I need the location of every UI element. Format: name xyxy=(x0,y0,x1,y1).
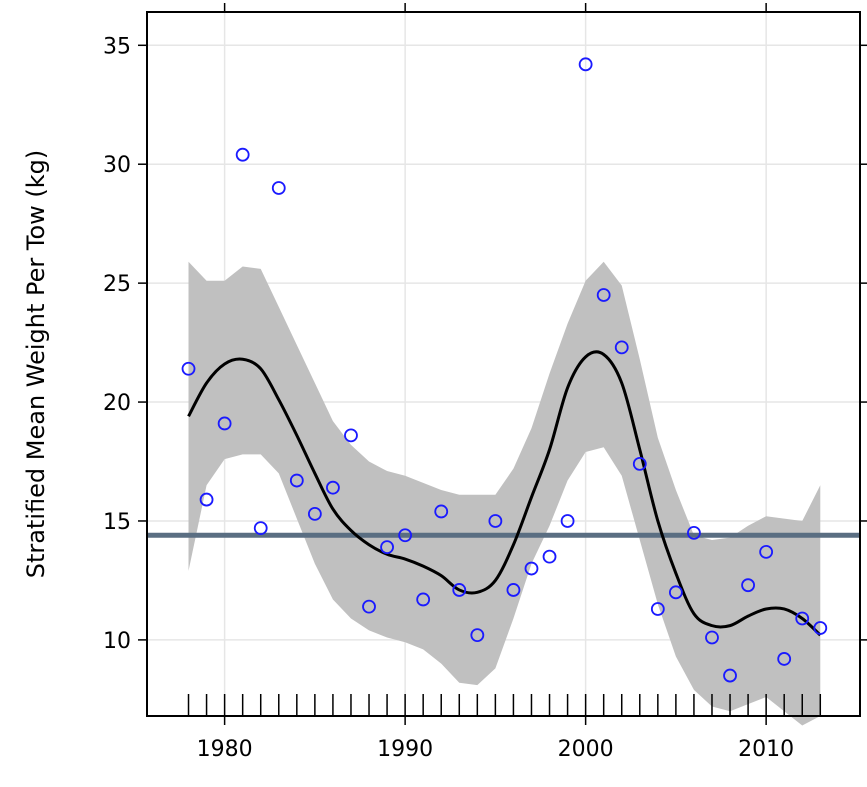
data-point-2000 xyxy=(578,57,593,72)
data-point-1990 xyxy=(398,528,413,543)
data-point-2003 xyxy=(632,456,647,471)
y-tick-label-25: 25 xyxy=(103,272,131,297)
data-point-2004 xyxy=(650,602,665,616)
x-tick-label-1990: 1990 xyxy=(377,737,433,762)
y-tick-label-35: 35 xyxy=(103,34,131,59)
data-point-1997 xyxy=(524,561,539,576)
data-point-1983 xyxy=(271,181,286,195)
data-point-1992 xyxy=(434,504,449,519)
data-point-2005 xyxy=(668,585,683,600)
data-point-1987 xyxy=(344,428,358,443)
y-tick-label-10: 10 xyxy=(103,629,131,654)
data-point-1982 xyxy=(253,521,268,536)
x-tick-label-1980: 1980 xyxy=(197,737,253,762)
data-point-1994 xyxy=(470,628,485,643)
data-point-2012 xyxy=(795,611,810,626)
data-point-2006 xyxy=(687,525,701,540)
data-point-1986 xyxy=(326,480,340,495)
data-point-2001 xyxy=(596,288,611,302)
y-axis-label: Stratified Mean Weight Per Tow (kg) xyxy=(22,150,50,579)
points-layer xyxy=(181,57,828,683)
y-tick-label-15: 15 xyxy=(103,510,131,535)
rug-layer xyxy=(187,694,822,716)
data-point-2011 xyxy=(777,652,792,666)
data-point-1978 xyxy=(181,361,196,376)
data-point-1988 xyxy=(362,599,376,614)
data-point-2002 xyxy=(614,340,629,355)
confidence-band-layer xyxy=(188,261,821,726)
data-point-1989 xyxy=(380,540,394,555)
data-point-1998 xyxy=(542,549,557,564)
plot-frame xyxy=(146,11,861,717)
data-point-1999 xyxy=(560,514,575,528)
data-point-2010 xyxy=(759,544,774,559)
x-tick-label-2000: 2000 xyxy=(558,737,614,762)
data-point-1981 xyxy=(235,147,250,162)
data-point-1996 xyxy=(506,583,521,597)
data-point-1991 xyxy=(416,592,431,607)
data-point-1985 xyxy=(307,506,322,521)
confidence-band xyxy=(188,261,821,726)
data-point-2013 xyxy=(813,621,828,635)
data-point-1980 xyxy=(217,416,232,431)
data-point-1979 xyxy=(199,492,214,507)
y-tick-label-30: 30 xyxy=(103,153,131,178)
x-tick-label-2010: 2010 xyxy=(738,737,794,762)
data-point-2007 xyxy=(705,630,719,645)
smooth-line xyxy=(187,350,822,637)
data-point-1993 xyxy=(452,583,467,597)
y-tick-label-20: 20 xyxy=(103,391,131,416)
data-point-1984 xyxy=(289,473,304,488)
data-point-2009 xyxy=(741,578,755,593)
smooth-line-layer xyxy=(187,350,822,637)
data-point-1995 xyxy=(488,514,503,528)
data-point-2008 xyxy=(723,668,737,683)
